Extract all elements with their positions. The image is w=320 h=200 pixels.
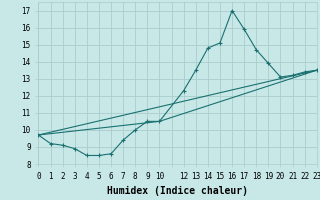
X-axis label: Humidex (Indice chaleur): Humidex (Indice chaleur) (107, 186, 248, 196)
